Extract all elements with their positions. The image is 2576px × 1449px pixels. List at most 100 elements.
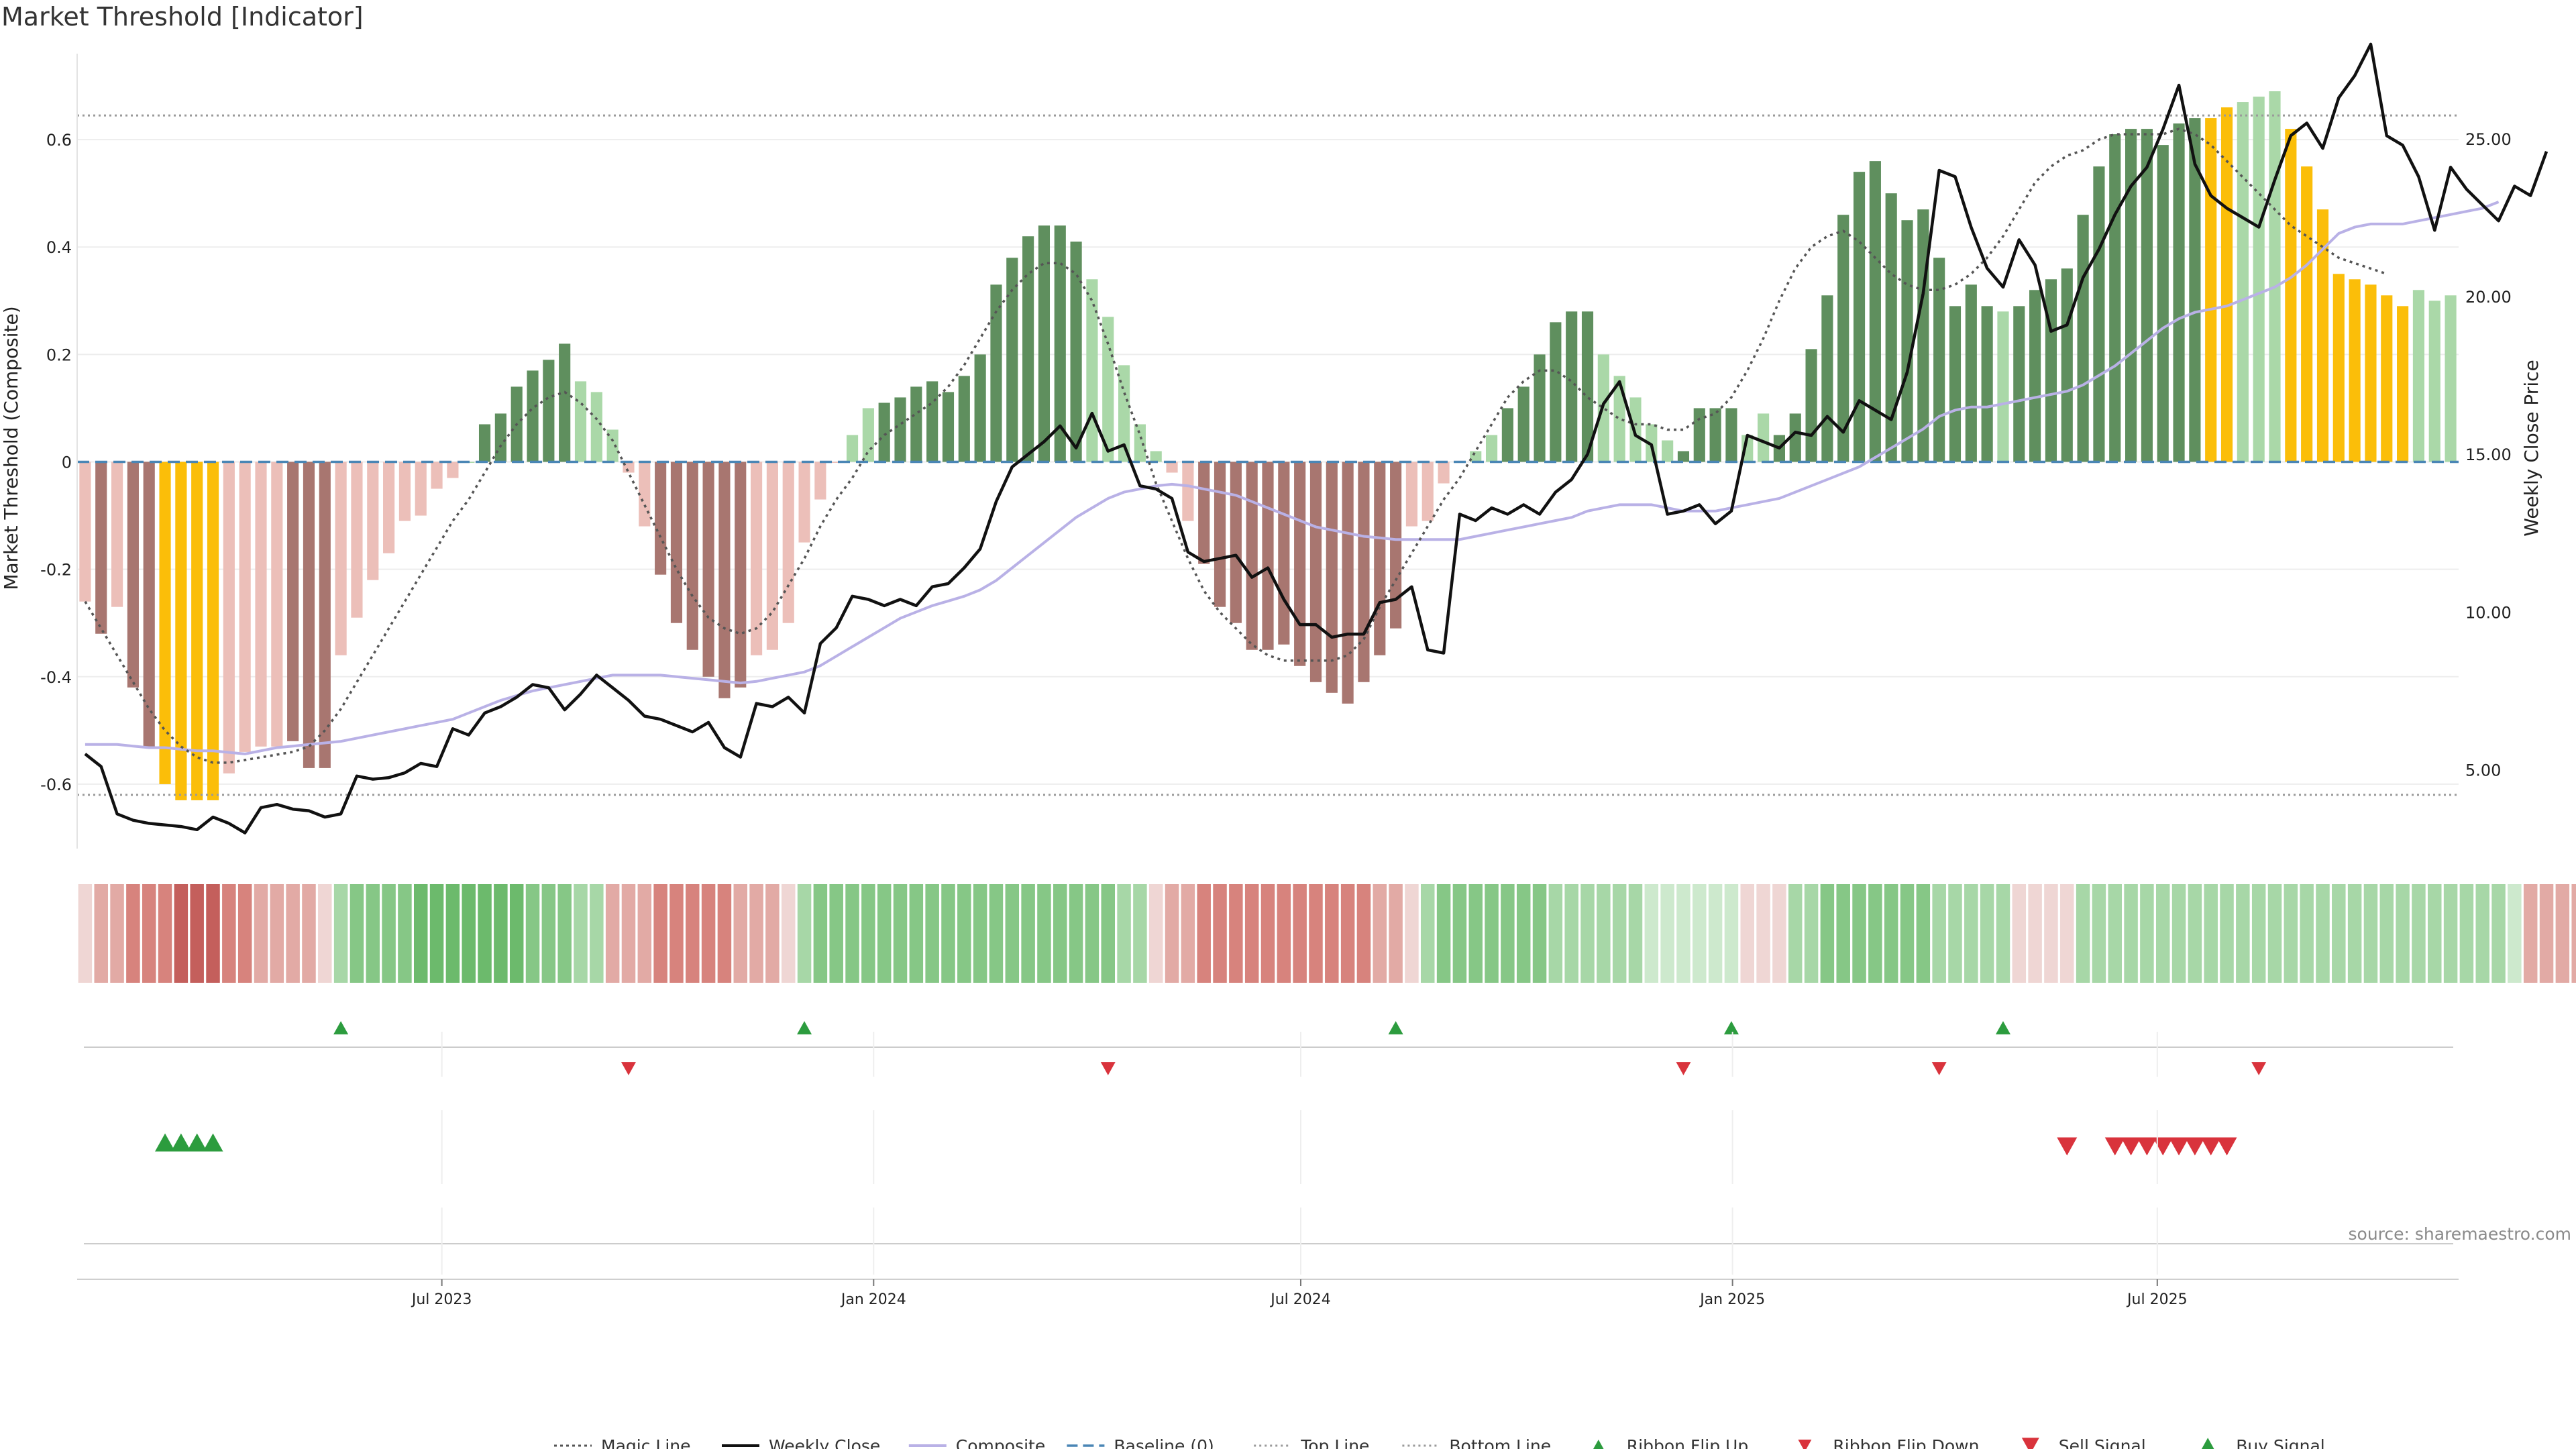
ribbon-cell: [861, 884, 875, 983]
composite-bar: [1581, 311, 1594, 462]
composite-bar: [303, 462, 315, 768]
composite-bar: [111, 462, 123, 607]
composite-bar: [2061, 268, 2073, 462]
ribbon-cell: [2012, 884, 2027, 983]
ribbon-cell: [1932, 884, 1946, 983]
ribbon-cell: [637, 884, 652, 983]
composite-bar: [942, 392, 955, 462]
ribbon-cell: [2076, 884, 2090, 983]
ribbon-cell: [2539, 884, 2554, 983]
ribbon-cell: [302, 884, 316, 983]
composite-bar: [1534, 354, 1546, 462]
y-tick-label: -0.4: [40, 668, 72, 687]
ribbon-cell: [909, 884, 924, 983]
ribbon-flip-up-marker: [1388, 1021, 1403, 1034]
composite-bar: [255, 462, 267, 747]
composite-bar: [1134, 424, 1146, 462]
ribbon-cell: [1069, 884, 1083, 983]
ribbon-cell: [2204, 884, 2218, 983]
composite-bar: [655, 462, 667, 575]
magic-line: [84, 127, 2387, 764]
composite-bar: [2349, 279, 2361, 462]
legend-item: Composite: [908, 1436, 1045, 1449]
composite-bar: [1470, 451, 1482, 462]
composite-bar: [1517, 386, 1529, 462]
ribbon-cell: [2555, 884, 2570, 983]
ribbon-cell: [749, 884, 763, 983]
ribbon-cell: [1597, 884, 1611, 983]
composite-bar: [415, 462, 427, 516]
sell-signal-marker: [2153, 1137, 2174, 1156]
legend-label: Weekly Close: [769, 1436, 880, 1449]
composite-bar: [527, 370, 539, 462]
ribbon-cell: [78, 884, 93, 983]
composite-bar: [1981, 306, 1993, 462]
composite-bar: [494, 413, 506, 462]
composite-bar: [2381, 295, 2393, 462]
composite-bar: [2397, 306, 2409, 462]
ribbon-cell: [2284, 884, 2298, 983]
composite-bar: [1214, 462, 1226, 607]
composite-bar: [1501, 408, 1513, 462]
ribbon-cell: [1900, 884, 1915, 983]
legend-item: Buy Signal: [2201, 1436, 2325, 1449]
composite-bar: [239, 462, 251, 752]
sell-signal-marker: [2200, 1137, 2221, 1156]
composite-bar: [639, 462, 651, 527]
ribbon-cell: [1612, 884, 1627, 983]
ribbon-cell: [110, 884, 124, 983]
legend-swatch: [1798, 1440, 1812, 1449]
legend-label: Magic Line: [601, 1436, 691, 1449]
composite-bar: [1246, 462, 1258, 650]
ribbon-cell: [1325, 884, 1339, 983]
composite-bar: [207, 462, 219, 800]
ribbon-cell: [1996, 884, 2010, 983]
composite-bar: [751, 462, 763, 655]
ribbon-cell: [1772, 884, 1786, 983]
composite-bar: [1885, 193, 1897, 462]
composite-bar: [2141, 129, 2153, 462]
ribbon-cell: [1229, 884, 1243, 983]
ribbon-cell: [2188, 884, 2202, 983]
ribbon-flip-down-marker: [1931, 1062, 1947, 1075]
ribbon-cell: [989, 884, 1004, 983]
composite-bar: [686, 462, 698, 650]
ribbon-cell: [1948, 884, 1962, 983]
composite-bar: [383, 462, 395, 553]
composite-bar: [2173, 123, 2185, 462]
ribbon-cell: [1628, 884, 1643, 983]
composite-bar: [782, 462, 794, 623]
ribbon-cell: [1708, 884, 1723, 983]
legend-label: Ribbon Flip Up: [1627, 1436, 1748, 1449]
buy-signal-marker: [170, 1133, 191, 1152]
ribbon-cell: [686, 884, 700, 983]
ribbon-cell: [781, 884, 796, 983]
ribbon-cell: [142, 884, 156, 983]
ribbon-cell: [1421, 884, 1435, 983]
ribbon-cell: [2155, 884, 2170, 983]
composite-bar: [351, 462, 363, 618]
ribbon-cell: [1804, 884, 1819, 983]
buy-signal-marker: [186, 1133, 207, 1152]
ribbon-cell: [1788, 884, 1803, 983]
ribbon-flip-up-marker: [1995, 1021, 2010, 1034]
composite-bar: [1421, 462, 1434, 521]
x-tick-label: Jan 2024: [840, 1291, 906, 1308]
composite-bar: [2013, 306, 2025, 462]
ribbon-cell: [1389, 884, 1403, 983]
source-note: source: sharemaestro.com: [2349, 1224, 2572, 1244]
x-tick-label: Jul 2023: [411, 1291, 472, 1308]
composite-bar: [2332, 274, 2345, 462]
ribbon-cell: [2028, 884, 2042, 983]
sell-signal-marker: [2137, 1137, 2157, 1156]
ribbon-cell: [1133, 884, 1147, 983]
ribbon-cell: [701, 884, 716, 983]
composite-bar: [367, 462, 379, 580]
ribbon-cell: [1868, 884, 1882, 983]
ribbon-cell: [270, 884, 284, 983]
ribbon-flip-up-marker: [797, 1021, 812, 1034]
ribbon-cell: [414, 884, 428, 983]
ribbon-cell: [2108, 884, 2122, 983]
ribbon-flip-down-marker: [1100, 1062, 1116, 1075]
ribbon-cell: [206, 884, 220, 983]
